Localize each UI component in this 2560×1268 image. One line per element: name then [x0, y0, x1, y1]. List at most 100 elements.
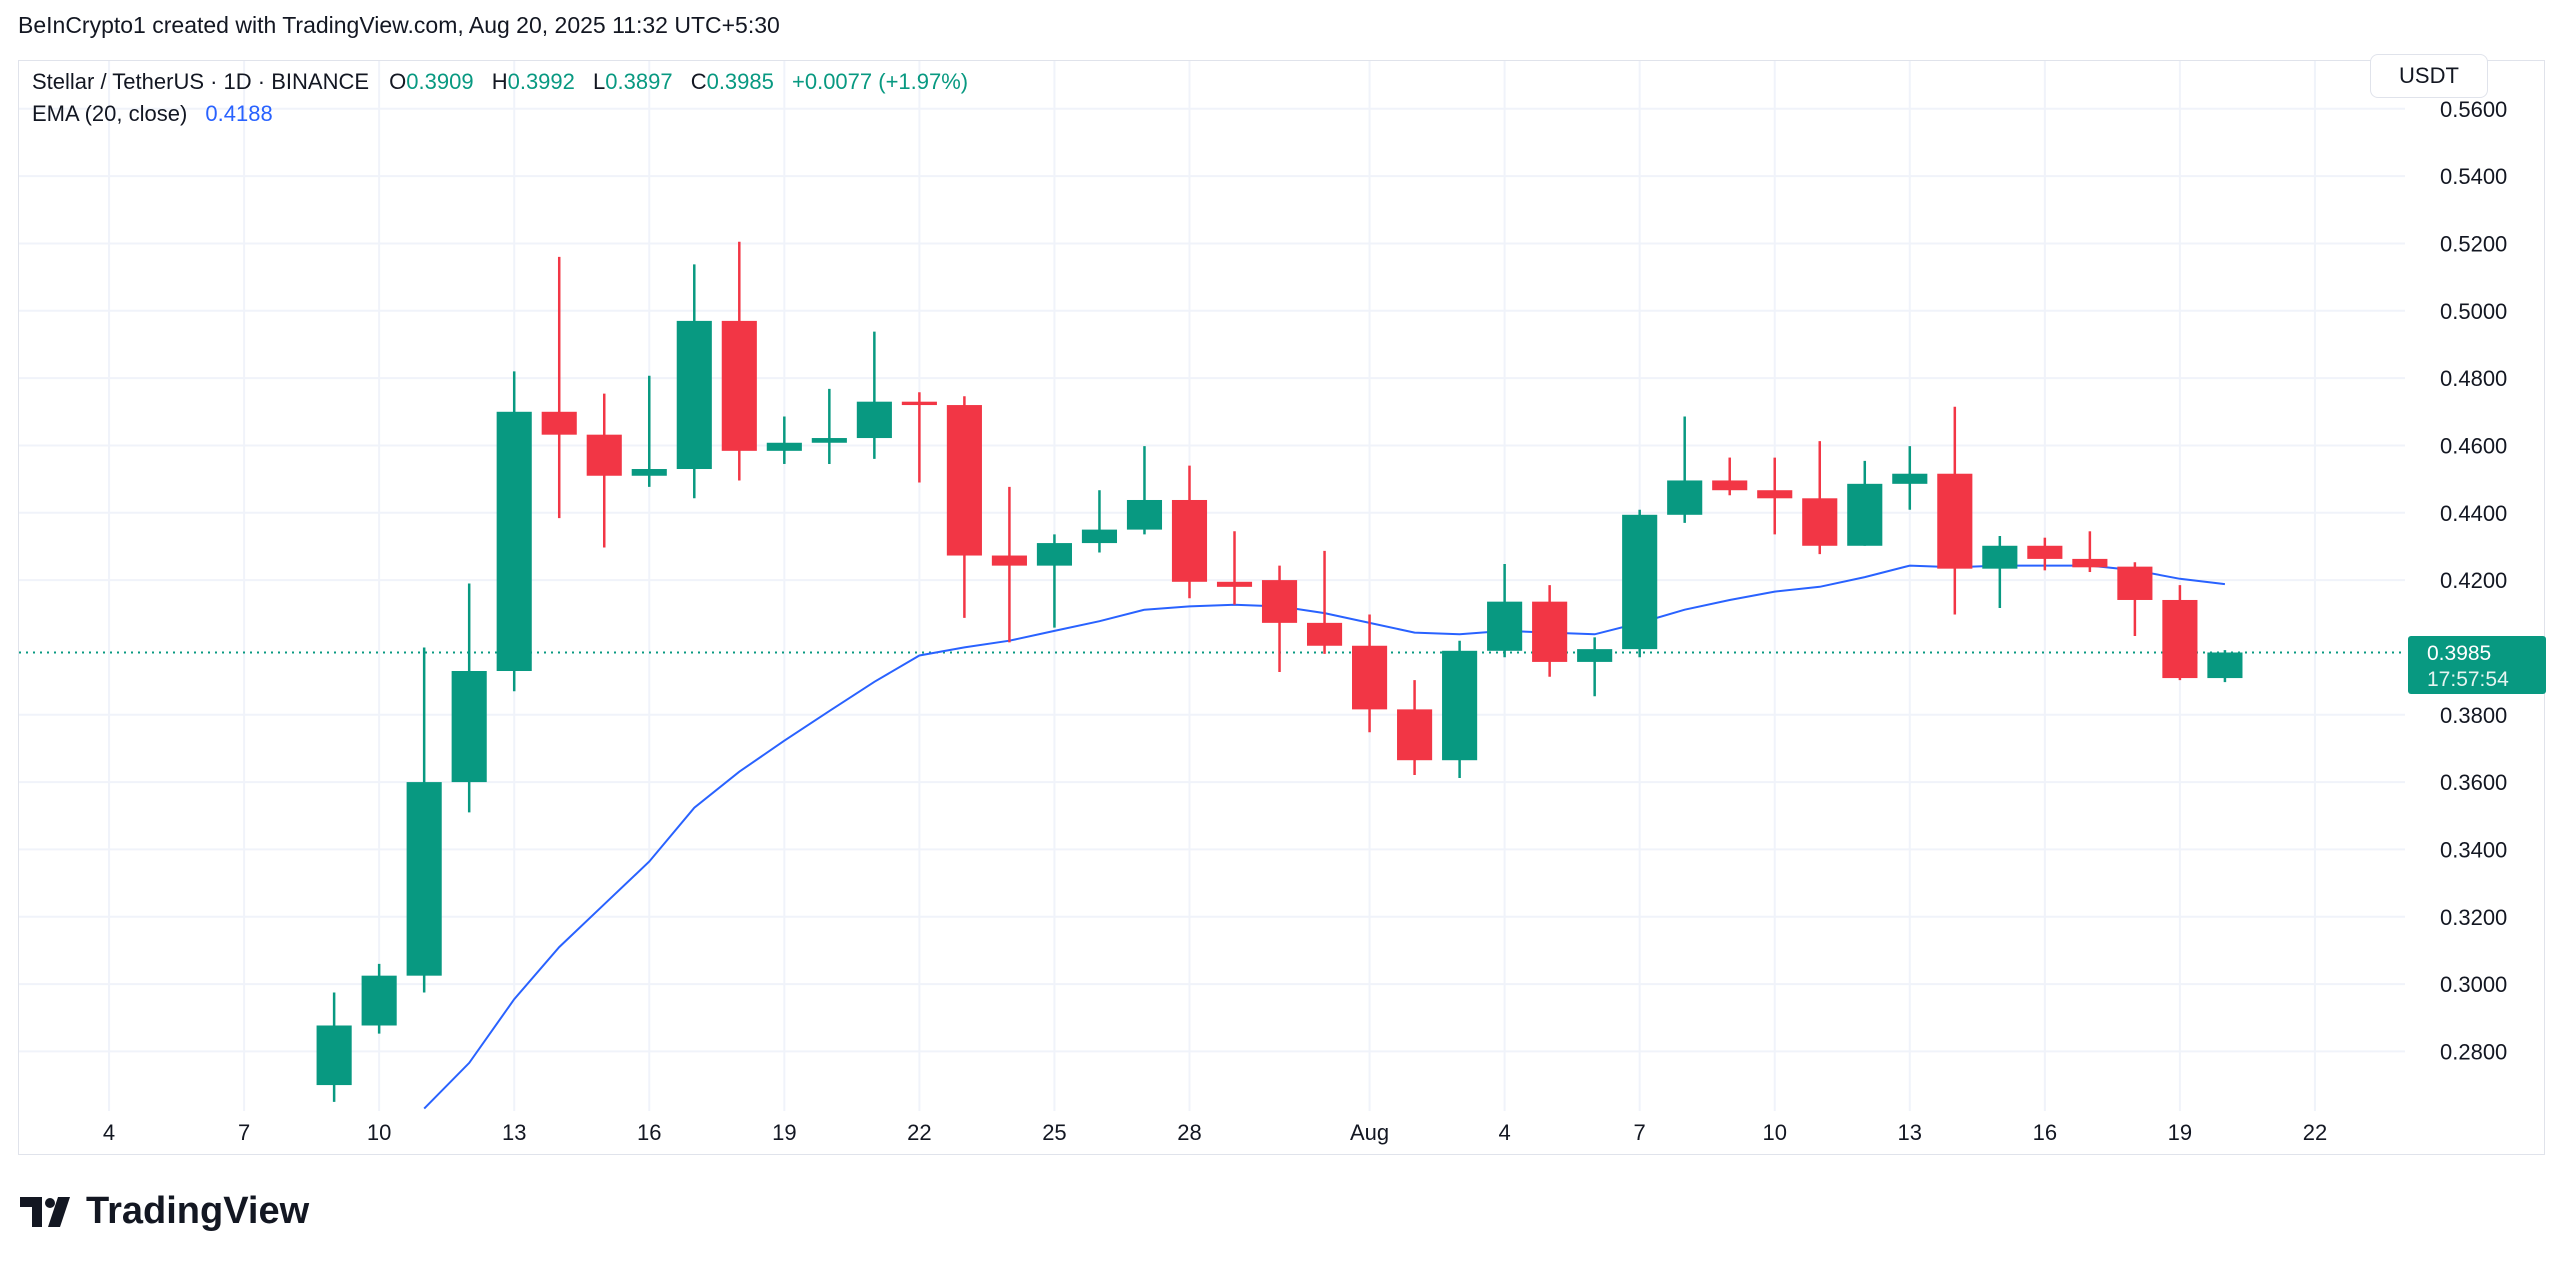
- open-value: 0.3909: [406, 69, 474, 94]
- candle: [1126, 446, 1163, 535]
- last-price-label: 0.3985 17:57:54: [2408, 636, 2546, 694]
- candle-body: [496, 411, 532, 672]
- candle: [1937, 406, 1973, 615]
- grid: [19, 61, 2405, 1111]
- candle: [2117, 562, 2153, 636]
- time-tick-label: 25: [1042, 1120, 1066, 1145]
- candle: [991, 486, 1027, 643]
- candle-body: [1216, 581, 1253, 587]
- chart-frame: [18, 60, 2545, 1155]
- candle-body: [766, 442, 802, 451]
- low-label: L: [593, 69, 606, 94]
- candle: [1261, 565, 1298, 673]
- candle: [766, 416, 802, 464]
- price-tick-label: 0.3200: [2440, 905, 2507, 930]
- candle-body: [361, 975, 397, 1026]
- last-price-badge: [2408, 636, 2546, 694]
- candle-body: [1937, 473, 1973, 569]
- candle: [1577, 637, 1613, 697]
- candle: [361, 963, 397, 1034]
- candle: [2162, 585, 2198, 681]
- candle-body: [316, 1025, 352, 1086]
- candle: [1622, 509, 1658, 658]
- candle-body: [631, 469, 667, 476]
- time-tick-label: 19: [772, 1120, 796, 1145]
- time-tick-label: 16: [2033, 1120, 2057, 1145]
- candle-body: [1892, 473, 1928, 484]
- tradingview-logo[interactable]: TradingView: [20, 1190, 309, 1233]
- ema-value: 0.4188: [205, 101, 273, 126]
- candle-body: [901, 401, 937, 406]
- candle-body: [2027, 545, 2063, 559]
- candle: [856, 331, 892, 459]
- candle-body: [1667, 480, 1703, 515]
- candle-body: [1442, 650, 1478, 761]
- candle-body: [1306, 622, 1343, 646]
- candle-body: [1757, 490, 1793, 499]
- time-tick-label: 10: [367, 1120, 391, 1145]
- candle: [1802, 441, 1838, 555]
- price-tick-label: 0.4800: [2440, 366, 2507, 391]
- close-value: 0.3985: [706, 69, 774, 94]
- ohlc-row: Stellar / TetherUS · 1D · BINANCE O0.390…: [32, 66, 972, 98]
- chart-credit: BeInCrypto1 created with TradingView.com…: [18, 12, 780, 38]
- time-tick-label: 13: [1898, 1120, 1922, 1145]
- time-tick-label: 28: [1177, 1120, 1201, 1145]
- price-tick-label: 0.3800: [2440, 703, 2507, 728]
- time-tick-label: 22: [2303, 1120, 2327, 1145]
- candle-body: [1397, 709, 1433, 761]
- plot-area: [19, 241, 2405, 1110]
- price-tick-label: 0.5200: [2440, 231, 2507, 256]
- candle: [496, 371, 532, 692]
- price-tick-label: 0.5000: [2440, 299, 2507, 324]
- ema-label[interactable]: EMA (20, close): [32, 101, 188, 126]
- candle: [1892, 446, 1928, 510]
- candle: [1712, 457, 1748, 496]
- candle: [1982, 536, 2018, 609]
- candle-body: [1532, 601, 1568, 662]
- candle-body: [406, 782, 442, 976]
- candle-body: [451, 671, 487, 783]
- candle-body: [946, 405, 982, 556]
- price-tick-label: 0.3000: [2440, 972, 2507, 997]
- candle-body: [1712, 480, 1748, 491]
- time-tick-label: 4: [1498, 1120, 1510, 1145]
- change-value: +0.0077 (+1.97%): [792, 69, 969, 94]
- candle-body: [1171, 499, 1208, 582]
- candle-body: [586, 434, 622, 476]
- candle-body: [1982, 545, 2018, 569]
- symbol-title[interactable]: Stellar / TetherUS · 1D · BINANCE: [32, 69, 370, 94]
- tradingview-logo-icon: [20, 1196, 70, 1227]
- candle: [946, 396, 982, 618]
- candle: [721, 241, 757, 481]
- candle-body: [991, 555, 1027, 566]
- candle: [1532, 585, 1568, 677]
- time-tick-label: 7: [238, 1120, 250, 1145]
- price-tick-label: 0.4400: [2440, 501, 2507, 526]
- candle: [1667, 416, 1703, 523]
- currency-unit-button[interactable]: USDT: [2370, 54, 2488, 98]
- candle-countdown: 17:57:54: [2427, 668, 2509, 691]
- candle: [2072, 531, 2108, 573]
- high-label: H: [491, 69, 508, 94]
- candle-body: [1261, 580, 1298, 623]
- candle: [1352, 614, 1388, 733]
- price-tick-label: 0.3400: [2440, 837, 2507, 862]
- candle-body: [856, 401, 892, 439]
- candle-body: [1126, 499, 1163, 530]
- time-tick-label: 13: [502, 1120, 526, 1145]
- candle-body: [1487, 601, 1523, 651]
- time-tick-label: Aug: [1350, 1120, 1389, 1145]
- time-tick-label: 10: [1762, 1120, 1786, 1145]
- candle-body: [721, 320, 757, 451]
- candle: [1306, 550, 1343, 654]
- price-tick-label: 0.4600: [2440, 433, 2507, 458]
- candle-body: [1352, 645, 1388, 710]
- candle: [1442, 640, 1478, 779]
- candle-body: [1081, 529, 1118, 544]
- candle-body: [2117, 566, 2153, 600]
- time-tick-label: 19: [2168, 1120, 2192, 1145]
- tradingview-wordmark: TradingView: [86, 1190, 310, 1232]
- candle-body: [676, 320, 712, 470]
